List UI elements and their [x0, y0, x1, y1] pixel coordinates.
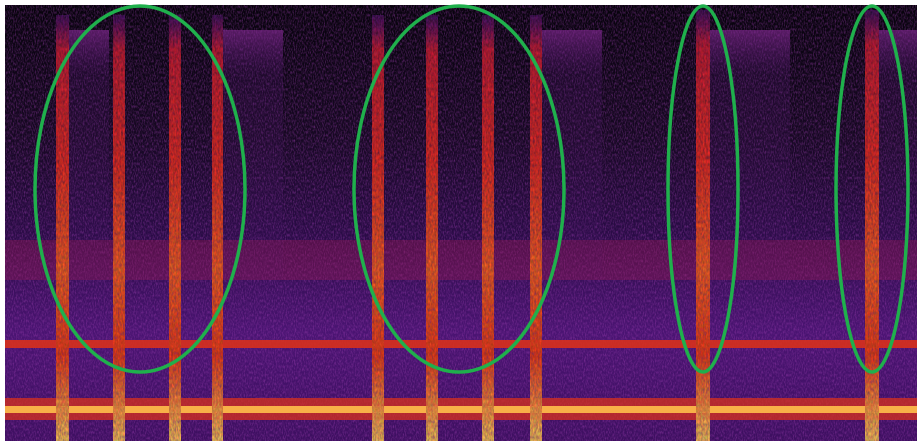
streak: [426, 15, 438, 441]
streak: [169, 15, 181, 441]
streak: [113, 15, 125, 441]
streak: [212, 15, 223, 441]
tail: [710, 30, 790, 330]
page: {}: [0, 0, 917, 441]
band: [5, 340, 917, 348]
tail: [223, 30, 283, 330]
band: [5, 406, 917, 413]
tail: [542, 30, 602, 330]
streak: [865, 10, 879, 441]
spectrogram-view: [0, 0, 917, 441]
tail: [69, 30, 109, 330]
tail: [879, 30, 917, 330]
streak: [696, 10, 710, 441]
streak: [482, 15, 494, 441]
streak: [530, 15, 542, 441]
